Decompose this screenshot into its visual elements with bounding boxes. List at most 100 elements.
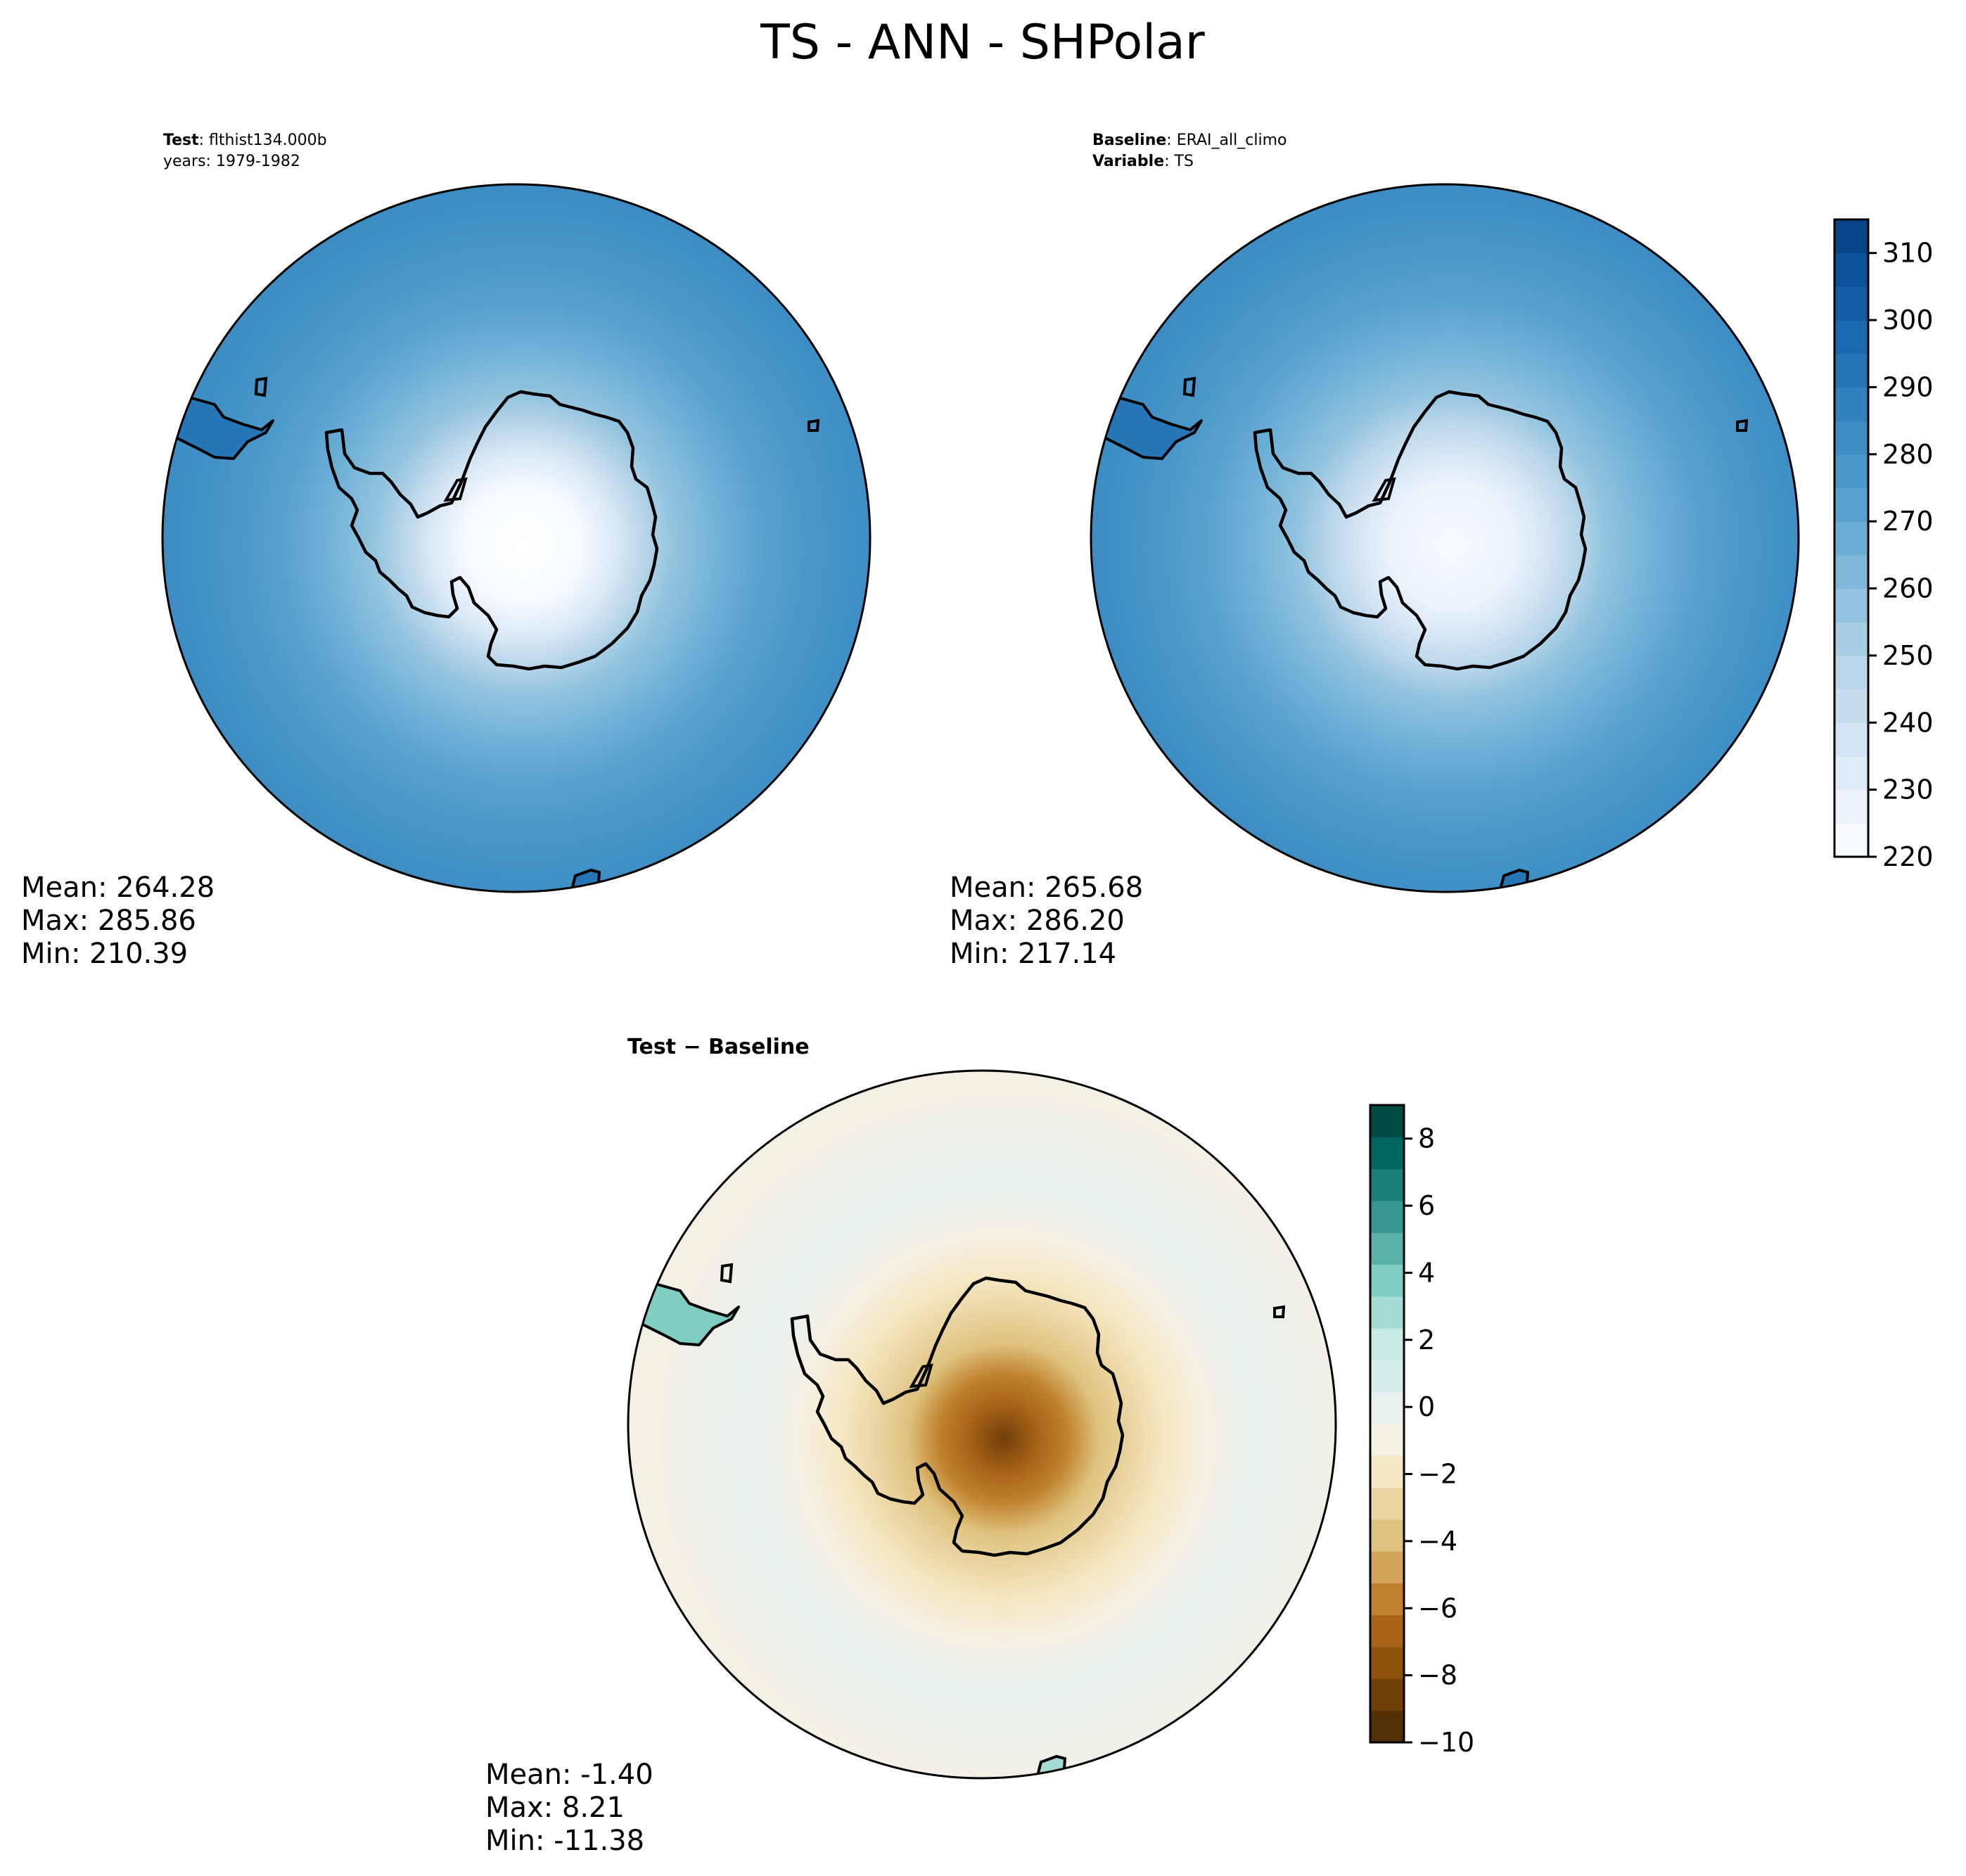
- difference-colorbar-band: [1370, 1232, 1404, 1265]
- baseline-mean: Mean: 265.68: [950, 872, 1143, 904]
- difference-colorbar-tick-label: 0: [1418, 1391, 1435, 1422]
- temperature-colorbar-band: [1834, 387, 1868, 421]
- temperature-colorbar-band: [1834, 521, 1868, 556]
- difference-colorbar-band: [1370, 1614, 1404, 1647]
- difference-antarctic-peninsula-detail: [909, 1363, 933, 1389]
- difference-colorbar-band: [1370, 1710, 1404, 1743]
- difference-colorbar-band: [1370, 1519, 1404, 1552]
- difference-antarctica-coastline: [790, 1276, 1125, 1557]
- difference-colorbar-band: [1370, 1551, 1404, 1584]
- difference-colorbar-band: [1370, 1296, 1404, 1329]
- temperature-colorbar-tick-label: 230: [1882, 774, 1934, 805]
- test-antarctic-peninsula-detail: [443, 477, 468, 502]
- difference-colorbar-band: [1370, 1678, 1404, 1711]
- difference-mean: Mean: -1.40: [485, 1759, 653, 1791]
- temperature-colorbar-band: [1834, 320, 1868, 355]
- difference-island: [720, 1263, 734, 1284]
- test-antarctica-coastline: [324, 390, 659, 671]
- difference-colorbar-tick-label: 6: [1418, 1190, 1435, 1221]
- test-header-line-1: Test: flthist134.000b: [163, 132, 327, 149]
- baseline-header-colon: :: [1166, 132, 1176, 149]
- test-header-years: years: 1979-1982: [163, 153, 300, 170]
- temperature-colorbar: 220 230 240 250 260 270 280 290 300 310: [1833, 218, 1934, 872]
- baseline-map-field: [1091, 184, 1799, 892]
- test-header-case: flthist134.000b: [209, 132, 327, 149]
- difference-panel: Test − Baseline Mean: -1.40 Max: 8.21 Mi…: [485, 1035, 1474, 1857]
- baseline-south-america-landmass: [1096, 395, 1203, 460]
- test-south-america-landmass: [167, 395, 274, 460]
- difference-colorbar-band: [1370, 1487, 1404, 1520]
- baseline-min: Min: 217.14: [950, 938, 1116, 970]
- difference-colorbar: −10 −8 −6 −4 −2 0 2 4 6 8: [1369, 1104, 1474, 1758]
- temperature-colorbar-tick-label: 310: [1882, 238, 1934, 269]
- temperature-colorbar-tick-label: 220: [1882, 841, 1934, 872]
- baseline-panel: Baseline: ERAI_all_climo Variable: TS Me…: [950, 132, 1934, 970]
- temperature-colorbar-band: [1834, 588, 1868, 623]
- temperature-colorbar-tick-label: 280: [1882, 439, 1934, 470]
- temperature-colorbar-band: [1834, 286, 1868, 321]
- temperature-colorbar-tick-label: 270: [1882, 506, 1934, 537]
- difference-colorbar-band: [1370, 1105, 1404, 1137]
- difference-colorbar-band: [1370, 1328, 1404, 1360]
- difference-colorbar-tick-label: 2: [1418, 1325, 1435, 1355]
- difference-colorbar-tick-label: 8: [1418, 1123, 1435, 1154]
- temperature-colorbar-band: [1834, 554, 1868, 589]
- test-header-key: Test: [163, 132, 199, 149]
- test-max: Max: 285.86: [21, 905, 196, 937]
- temperature-colorbar-band: [1834, 353, 1868, 388]
- difference-colorbar-band: [1370, 1455, 1404, 1488]
- baseline-map-boundary: [1090, 183, 1800, 893]
- baseline-map: [1091, 184, 1799, 892]
- difference-colorbar-tick-label: −4: [1418, 1526, 1457, 1557]
- difference-colorbar-tick-label: −10: [1418, 1727, 1474, 1758]
- difference-colorbar-tick-label: −2: [1418, 1459, 1457, 1490]
- difference-colorbar-band: [1370, 1137, 1404, 1170]
- difference-south-america-landmass: [633, 1281, 740, 1346]
- test-map: [162, 184, 870, 892]
- difference-colorbar-band: [1370, 1168, 1404, 1201]
- temperature-colorbar-tick-label: 300: [1882, 305, 1934, 336]
- temperature-colorbar-band: [1834, 722, 1868, 757]
- difference-colorbar-tick-label: 4: [1418, 1257, 1435, 1288]
- baseline-max: Max: 286.20: [950, 905, 1125, 937]
- baseline-header-line-2: Variable: TS: [1092, 153, 1194, 170]
- temperature-colorbar-band: [1834, 789, 1868, 824]
- temperature-colorbar-band: [1834, 689, 1868, 723]
- difference-map-field: [628, 1071, 1336, 1778]
- difference-colorbar-tick-label: −6: [1418, 1593, 1457, 1623]
- temperature-colorbar-tick-label: 260: [1882, 573, 1934, 604]
- temperature-colorbar-band: [1834, 253, 1868, 287]
- difference-map: [628, 1071, 1336, 1778]
- difference-colorbar-frame: [1369, 1104, 1405, 1744]
- temperature-colorbar-band: [1834, 823, 1868, 857]
- test-small-island: [808, 419, 820, 432]
- variable-value: TS: [1174, 153, 1194, 170]
- temperature-colorbar-band: [1834, 655, 1868, 690]
- baseline-small-island: [1736, 419, 1749, 432]
- baseline-antarctic-peninsula-detail: [1372, 477, 1396, 502]
- test-min: Min: 210.39: [21, 938, 188, 970]
- temperature-colorbar-band: [1834, 487, 1868, 522]
- temperature-colorbar-band: [1834, 421, 1868, 455]
- baseline-header-line-1: Baseline: ERAI_all_climo: [1092, 132, 1287, 149]
- temperature-colorbar-tick-label: 290: [1882, 371, 1934, 402]
- figure-title: TS - ANN - SHPolar: [760, 15, 1205, 70]
- variable-colon: :: [1164, 153, 1174, 170]
- baseline-header-key: Baseline: [1092, 132, 1166, 149]
- difference-colorbar-band: [1370, 1391, 1404, 1424]
- difference-small-island: [1273, 1305, 1286, 1318]
- temperature-colorbar-band: [1834, 219, 1868, 254]
- difference-colorbar-band: [1370, 1424, 1404, 1456]
- temperature-colorbar-band: [1834, 454, 1868, 489]
- temperature-colorbar-frame: [1833, 218, 1870, 858]
- temperature-colorbar-band: [1834, 622, 1868, 656]
- difference-title: Test − Baseline: [627, 1035, 810, 1059]
- test-island: [254, 376, 268, 397]
- difference-colorbar-band: [1370, 1264, 1404, 1297]
- difference-colorbar-band: [1370, 1360, 1404, 1393]
- temperature-colorbar-band: [1834, 755, 1868, 791]
- baseline-antarctica-coastline: [1253, 390, 1588, 671]
- test-panel: Test: flthist134.000b years: 1979-1982 M…: [21, 132, 872, 970]
- difference-colorbar-band: [1370, 1583, 1404, 1616]
- difference-colorbar-band: [1370, 1647, 1404, 1679]
